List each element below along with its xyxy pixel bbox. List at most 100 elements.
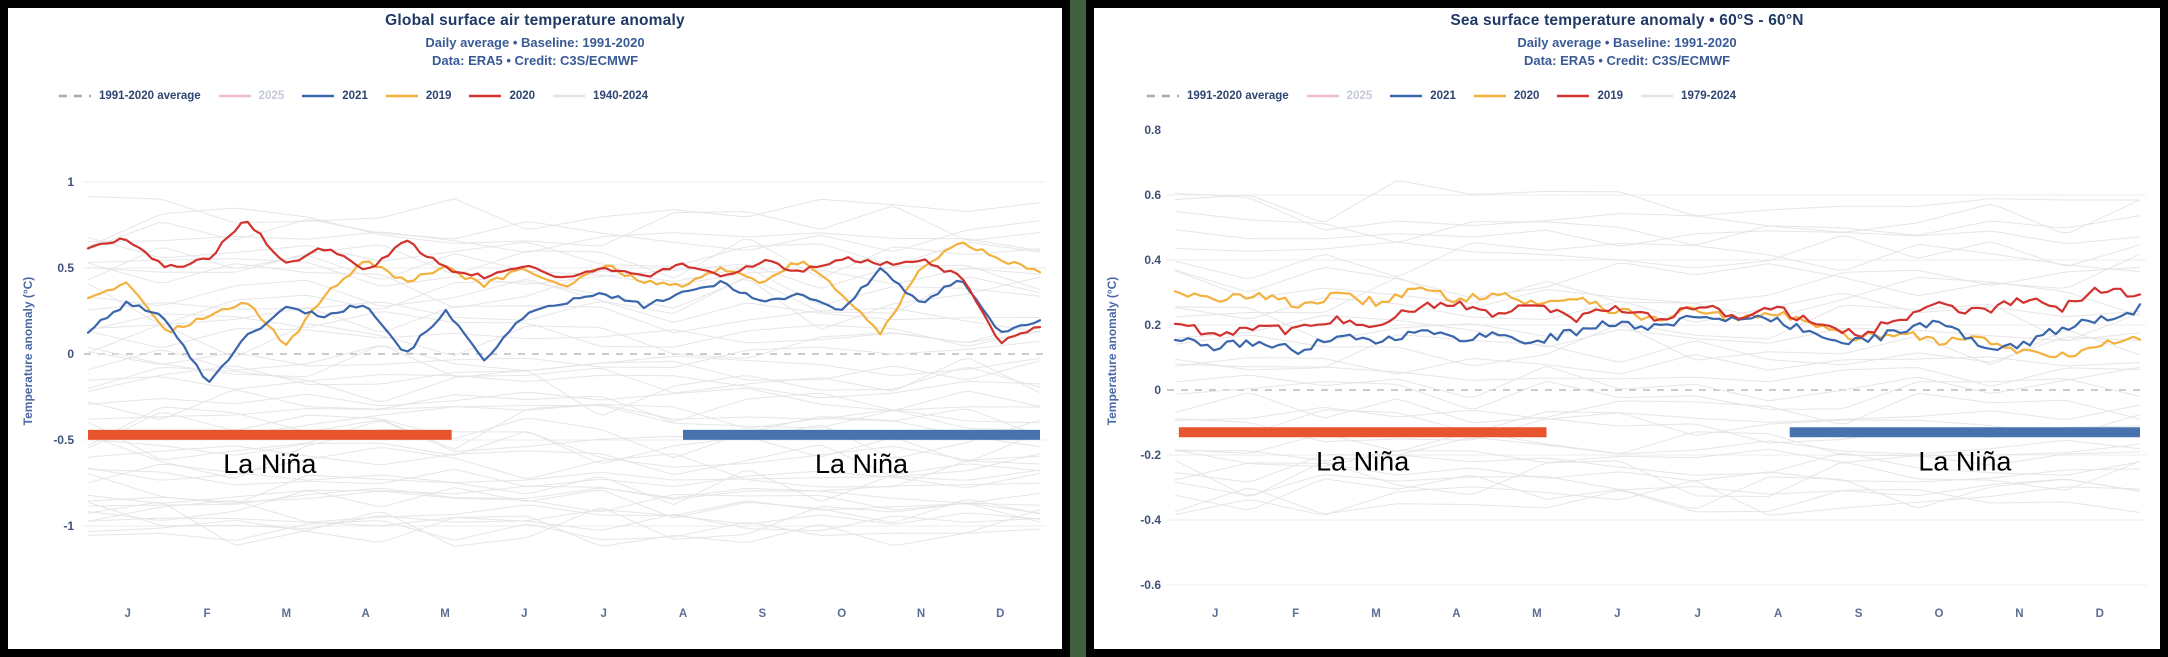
ensemble-line [87,311,1041,348]
legend-label: 2020 [509,90,536,102]
y-tick-label: -0.4 [1140,513,1161,527]
ensemble-line [87,428,1041,479]
month-label: F [1292,608,1299,620]
ensemble-line [1175,437,2141,462]
ensemble-line [1174,192,2141,234]
legend-item-1940-2024[interactable]: 1940-2024 [552,90,648,102]
ensemble-line [87,463,1041,484]
ensemble-line [87,300,1040,323]
month-label: D [2096,608,2104,620]
ensemble-line [87,305,1041,334]
legend-label: 1991-2020 average [1187,90,1289,102]
legend-item-2021[interactable]: 2021 [1389,90,1456,102]
legend-item-1991-2020-average[interactable]: 1991-2020 average [1146,90,1289,102]
ensemble-line [1174,303,2141,342]
series-2020-line[interactable] [1173,286,2142,359]
ensemble-line [87,509,1041,547]
month-label: M [1371,608,1381,620]
series-2021-line[interactable] [86,267,1042,383]
ensemble-line [1174,475,2141,511]
y-axis-title: Temperature anomaly (°C) [21,276,35,426]
legend-label: 2025 [258,90,285,102]
legend-label: 2025 [1346,90,1373,102]
legend-swatch-icon [218,94,251,98]
ensemble-line [1174,229,2141,247]
la-nina-bar [683,429,1040,440]
page-title: Global surface air temperature anomaly [385,12,685,29]
ensemble-line [1174,409,2141,437]
ensemble-line [87,276,1041,330]
legend-item-1979-2024[interactable]: 1979-2024 [1640,90,1736,102]
legend-item-2025[interactable]: 2025 [218,90,285,102]
legend-item-2020[interactable]: 2020 [468,90,535,102]
legend-swatch-icon [1641,94,1674,98]
legend-item-2020[interactable]: 2020 [1473,90,1539,102]
y-tick-label: 0 [67,347,74,361]
ensemble-line [1174,462,2141,483]
legend-item-2025[interactable]: 2025 [1306,90,1373,102]
legend-label: 1979-2024 [1681,90,1737,102]
series-2019-line[interactable] [1173,286,2142,338]
ensemble-line [1174,180,2140,223]
y-tick-label: 0.5 [57,261,74,275]
legend-item-2019[interactable]: 2019 [385,90,451,102]
ensemble-line [1174,378,2141,410]
ensemble-line [87,513,1041,532]
chart-credit: Data: ERA5 • Credit: C3S/ECMWF [431,53,639,68]
legend-swatch-icon [59,94,91,98]
ensemble-line [1174,253,2141,298]
ensemble-line [87,345,1041,377]
month-label: A [679,608,687,620]
ensemble-line [1174,404,2141,423]
series-2021-line[interactable] [1173,303,2142,355]
ensemble-line [87,403,1041,450]
ensemble-line [87,519,1041,541]
month-label: M [1532,608,1542,620]
ensemble-line [87,218,1041,252]
ensemble-line [87,360,1041,392]
la-nina-bar [1789,427,2140,438]
ensemble-lines-1979-2024 [1174,180,2141,516]
legend-swatch-icon [1306,94,1339,98]
month-label: D [996,608,1004,620]
y-tick-label: 1 [67,175,74,189]
legend-label: 2021 [342,90,368,102]
ensemble-line [87,501,1041,547]
y-tick-label: 0 [1154,383,1161,397]
chart-credit: Data: ERA5 • Credit: C3S/ECMWF [1523,53,1731,68]
ensemble-lines-1940-2024 [87,195,1041,547]
legend-swatch-icon [385,94,418,98]
y-tick-label: -0.6 [1140,578,1161,592]
ensemble-line [87,236,1041,268]
ensemble-line [87,444,1041,477]
month-label: J [1695,608,1701,620]
ensemble-line [1174,474,2141,497]
legend-item-2021[interactable]: 2021 [301,90,368,102]
y-tick-label: 0.6 [1144,188,1161,202]
y-axis-title: Temperature anomaly (°C) [1105,276,1119,426]
ensemble-line [1174,276,2141,320]
legend-swatch-icon [1147,94,1179,98]
ensemble-line [87,490,1041,512]
ensemble-line [87,340,1041,368]
ensemble-line [1174,365,2141,402]
y-tick-label: 0.4 [1144,253,1161,267]
month-label: J [521,608,527,620]
legend-label: 1991-2020 average [99,90,201,102]
legend-item-1991-2020-average[interactable]: 1991-2020 average [58,90,201,102]
chart-subtitle: Daily average • Baseline: 1991-2020 [425,35,645,50]
series-2019-line[interactable] [86,241,1042,346]
series-2020-line[interactable] [86,220,1042,345]
month-label: M [282,608,292,620]
ensemble-line [1174,354,2141,375]
month-label: N [917,608,925,620]
month-label: O [837,608,846,620]
legend-label: 2019 [1597,90,1624,102]
left-chart-header: Global surface air temperature anomaly D… [8,12,1062,68]
ensemble-line [1174,210,2141,246]
ensemble-line [1174,363,2141,387]
legend-swatch-icon [302,94,335,98]
month-label: A [1452,608,1460,620]
legend-item-2019[interactable]: 2019 [1556,90,1623,102]
